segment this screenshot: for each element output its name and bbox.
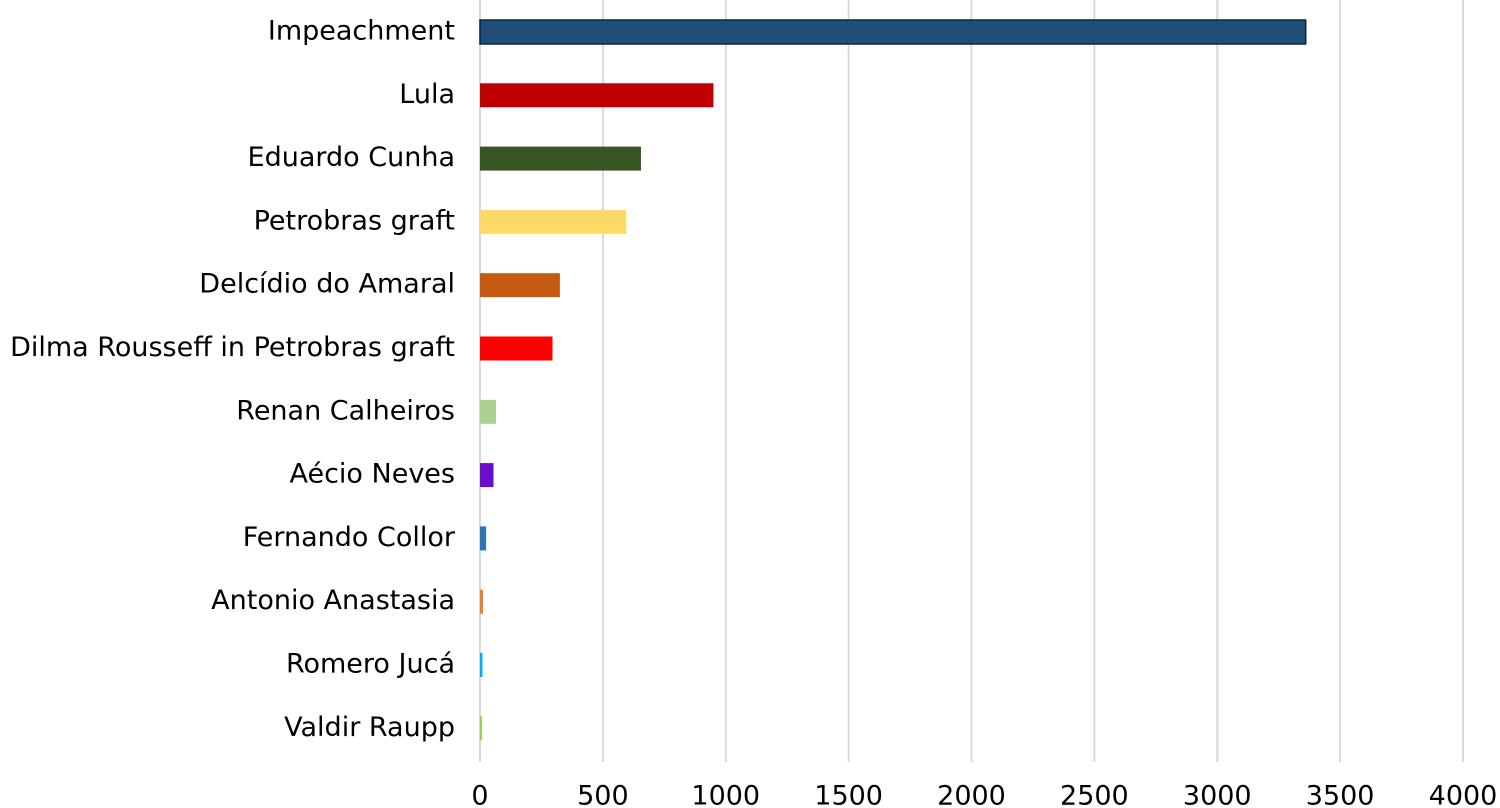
gridlines xyxy=(479,0,1464,762)
bar-petrobras-graft xyxy=(480,209,627,234)
category-label: Eduardo Cunha xyxy=(248,142,455,173)
category-label: Romero Jucá xyxy=(286,649,455,680)
bar-dilma-rousseff-in-petrobras-graft xyxy=(480,336,553,361)
category-label: Valdir Raupp xyxy=(284,712,455,743)
bar-impeachment xyxy=(479,19,1307,45)
bar-renan-calheiros xyxy=(480,399,496,424)
category-label: Delcídio do Amaral xyxy=(199,269,455,300)
category-labels: Impeachment Lula Eduardo Cunha Petrobras gr… xyxy=(10,16,456,743)
x-tick-label: 0 xyxy=(471,781,488,808)
bar-aecio-neves xyxy=(480,463,494,488)
bar-delcidio-do-amaral xyxy=(480,273,560,298)
bar-antonio-anastasia xyxy=(480,589,483,614)
x-tick-label: 500 xyxy=(577,781,629,808)
x-tick-label: 1000 xyxy=(691,781,760,808)
bars xyxy=(479,19,1307,741)
x-tick-labels: 0 500 1000 1500 2000 2500 3000 3500 4000 xyxy=(471,781,1497,808)
category-label: Petrobras graft xyxy=(254,205,455,236)
x-tick-label: 2500 xyxy=(1060,781,1129,808)
category-label: Renan Calheiros xyxy=(236,395,455,426)
bar-fernando-collor xyxy=(480,526,487,551)
x-tick-label: 3500 xyxy=(1306,781,1375,808)
category-label: Dilma Rousseff in Petrobras graft xyxy=(10,332,455,363)
category-label: Fernando Collor xyxy=(243,522,456,553)
category-label: Aécio Neves xyxy=(289,459,455,490)
x-tick-label: 3000 xyxy=(1183,781,1252,808)
x-tick-label: 1500 xyxy=(814,781,883,808)
bar-lula xyxy=(480,83,714,108)
x-tick-label: 2000 xyxy=(937,781,1006,808)
category-label: Impeachment xyxy=(268,16,455,47)
category-label: Lula xyxy=(399,79,455,110)
category-label: Antonio Anastasia xyxy=(211,585,455,616)
bar-eduardo-cunha xyxy=(480,146,641,171)
bar-valdir-raupp xyxy=(480,716,482,741)
x-tick-label: 4000 xyxy=(1429,781,1498,808)
bar-romero-juca xyxy=(480,653,483,677)
